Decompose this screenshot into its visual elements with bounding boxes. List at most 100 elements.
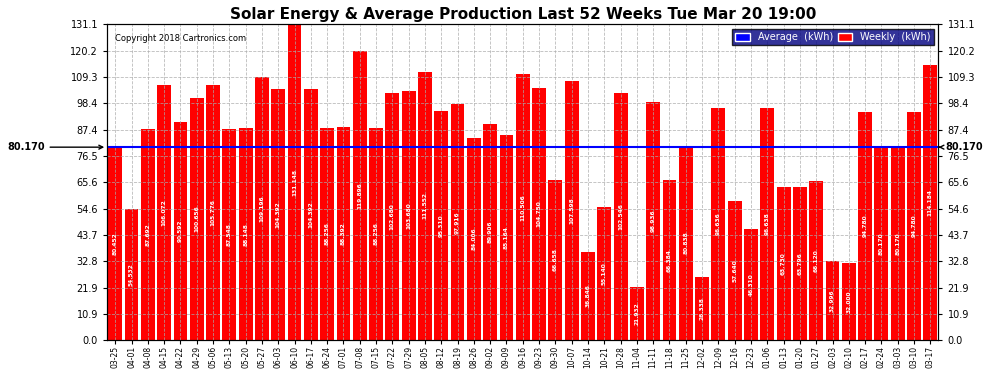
Text: 63.796: 63.796	[797, 252, 803, 275]
Bar	[809, 181, 823, 340]
Bar	[141, 129, 154, 340]
Text: 21.932: 21.932	[635, 303, 640, 325]
Text: 36.846: 36.846	[585, 285, 590, 308]
Bar	[695, 277, 709, 340]
Text: 80.170: 80.170	[879, 232, 884, 255]
Bar	[614, 93, 628, 340]
Bar	[630, 287, 644, 340]
Bar	[173, 122, 187, 340]
Text: 80.170: 80.170	[895, 232, 900, 255]
Bar	[255, 77, 269, 340]
Bar	[190, 98, 204, 340]
Text: 57.640: 57.640	[733, 260, 738, 282]
Text: 87.692: 87.692	[146, 223, 150, 246]
Text: 88.392: 88.392	[341, 222, 346, 245]
Bar	[271, 89, 285, 340]
Bar	[826, 261, 840, 340]
Bar	[369, 128, 383, 340]
Bar	[760, 108, 774, 340]
Bar	[548, 180, 562, 340]
Bar	[304, 89, 318, 340]
Bar	[435, 111, 448, 340]
Text: 66.658: 66.658	[552, 249, 558, 272]
Bar	[108, 147, 122, 340]
Text: 96.638: 96.638	[765, 213, 770, 235]
Text: 88.256: 88.256	[325, 222, 330, 245]
Text: 109.196: 109.196	[259, 195, 264, 222]
Bar	[891, 147, 905, 340]
Text: 95.310: 95.310	[439, 214, 444, 237]
Text: 105.776: 105.776	[211, 200, 216, 226]
Bar	[450, 104, 464, 340]
Text: 26.338: 26.338	[700, 297, 705, 320]
Text: 106.072: 106.072	[161, 199, 166, 226]
Text: 32.000: 32.000	[846, 291, 851, 313]
Text: 80.170: 80.170	[7, 142, 103, 152]
Bar	[728, 201, 742, 340]
Bar	[352, 51, 366, 340]
Bar	[320, 128, 334, 340]
Text: 80.170: 80.170	[940, 142, 983, 152]
Text: 110.506: 110.506	[521, 194, 526, 220]
Bar	[564, 81, 578, 340]
Bar	[337, 128, 350, 340]
Bar	[288, 24, 302, 340]
Bar	[842, 263, 855, 340]
Text: 102.680: 102.680	[390, 203, 395, 230]
Text: 88.148: 88.148	[244, 223, 248, 246]
Text: 55.140: 55.140	[602, 262, 607, 285]
Text: 46.310: 46.310	[748, 273, 753, 296]
Text: 89.906: 89.906	[488, 221, 493, 243]
Text: 104.750: 104.750	[537, 201, 542, 228]
Bar	[907, 112, 921, 340]
Text: 104.392: 104.392	[276, 201, 281, 228]
Text: 103.680: 103.680	[406, 202, 411, 229]
Text: 114.184: 114.184	[928, 189, 933, 216]
Bar	[500, 135, 514, 340]
Bar	[646, 102, 660, 340]
Text: 88.256: 88.256	[373, 222, 378, 245]
Bar	[157, 85, 171, 340]
Text: 111.552: 111.552	[423, 192, 428, 219]
Bar	[223, 129, 237, 340]
Text: 98.936: 98.936	[650, 210, 655, 232]
Bar	[125, 209, 139, 340]
Bar	[533, 88, 546, 340]
Bar	[597, 207, 611, 340]
Text: 32.996: 32.996	[830, 289, 835, 312]
Text: 87.548: 87.548	[227, 224, 232, 246]
Text: 102.546: 102.546	[618, 203, 623, 230]
Text: 97.916: 97.916	[455, 211, 460, 234]
Bar	[206, 86, 220, 340]
Bar	[858, 112, 872, 340]
Text: 80.838: 80.838	[683, 231, 688, 254]
Bar	[483, 124, 497, 340]
Text: 104.392: 104.392	[308, 201, 314, 228]
Text: 66.120: 66.120	[814, 249, 819, 272]
Bar	[874, 147, 888, 340]
Legend: Average  (kWh), Weekly  (kWh): Average (kWh), Weekly (kWh)	[733, 29, 934, 45]
Bar	[777, 187, 791, 340]
Text: 94.780: 94.780	[862, 215, 867, 237]
Text: Copyright 2018 Cartronics.com: Copyright 2018 Cartronics.com	[116, 34, 247, 43]
Text: 66.384: 66.384	[667, 249, 672, 272]
Bar	[467, 138, 481, 340]
Text: 107.598: 107.598	[569, 197, 574, 224]
Text: 84.006: 84.006	[471, 228, 476, 251]
Text: 131.148: 131.148	[292, 169, 297, 196]
Bar	[679, 146, 693, 340]
Text: 96.636: 96.636	[716, 213, 721, 235]
Text: 63.730: 63.730	[781, 252, 786, 275]
Text: 90.592: 90.592	[178, 220, 183, 242]
Text: 94.780: 94.780	[912, 215, 917, 237]
Bar	[239, 128, 252, 340]
Bar	[581, 252, 595, 340]
Text: 119.896: 119.896	[357, 183, 362, 209]
Title: Solar Energy & Average Production Last 52 Weeks Tue Mar 20 19:00: Solar Energy & Average Production Last 5…	[230, 7, 816, 22]
Bar	[924, 65, 938, 340]
Text: 85.164: 85.164	[504, 226, 509, 249]
Text: 54.532: 54.532	[129, 263, 134, 286]
Bar	[418, 72, 432, 340]
Bar	[385, 93, 399, 340]
Text: 80.452: 80.452	[113, 232, 118, 255]
